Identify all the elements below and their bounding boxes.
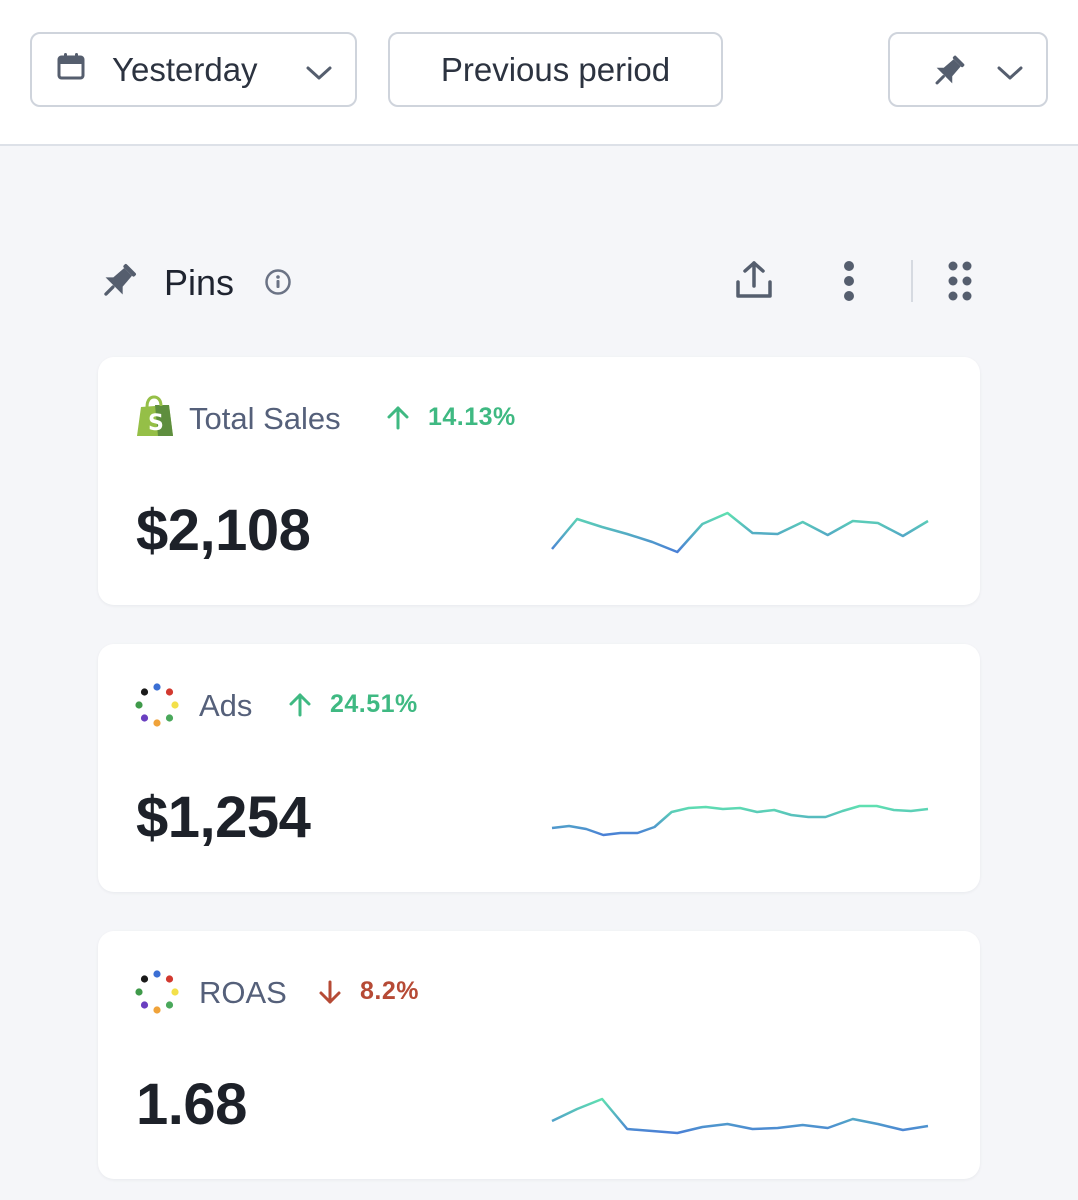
shopify-icon: S xyxy=(134,395,176,444)
arrow-down-icon xyxy=(319,980,341,1003)
ads-dots-icon xyxy=(134,682,180,733)
compare-period-label: Previous period xyxy=(440,50,671,88)
pin-icon xyxy=(928,52,968,100)
arrow-up-icon xyxy=(289,693,311,716)
metric-value: $1,254 xyxy=(136,785,311,850)
sparkline-series xyxy=(551,511,929,554)
delta-value: 14.13% xyxy=(428,403,516,431)
delta-value: 8.2% xyxy=(360,977,419,1005)
pin-menu-dropdown[interactable] xyxy=(888,32,1048,107)
chevron-down-icon xyxy=(996,57,1024,95)
sparkline-chart xyxy=(551,511,929,554)
metric-name: Total Sales xyxy=(189,401,341,436)
sparkline-series xyxy=(551,1097,929,1135)
metric-delta: 14.13% xyxy=(386,403,516,432)
info-icon[interactable] xyxy=(264,268,292,301)
metric-value: $2,108 xyxy=(136,498,311,563)
date-range-label: Yesterday xyxy=(112,50,258,88)
metric-value: 1.68 xyxy=(136,1072,247,1137)
svg-text:S: S xyxy=(148,411,164,436)
ads-dots-icon xyxy=(134,969,180,1020)
header-divider xyxy=(911,260,913,302)
drag-grid-icon[interactable] xyxy=(946,260,974,307)
metric-delta: 8.2% xyxy=(318,977,419,1006)
arrow-up-icon xyxy=(387,406,409,429)
sparkline-chart xyxy=(551,804,929,837)
pin-icon xyxy=(96,260,140,309)
compare-period-button[interactable]: Previous period xyxy=(388,32,723,107)
metric-card-roas[interactable]: ROAS 8.2% 1.68 xyxy=(98,931,980,1179)
share-export-icon[interactable] xyxy=(732,258,776,307)
chevron-down-icon xyxy=(305,57,333,95)
sparkline-series xyxy=(551,804,929,837)
more-options-icon[interactable] xyxy=(842,260,856,307)
metric-delta: 24.51% xyxy=(288,690,418,719)
metric-name: ROAS xyxy=(199,975,287,1010)
delta-value: 24.51% xyxy=(330,690,418,718)
pins-section-header: Pins xyxy=(96,252,980,312)
metric-name: Ads xyxy=(199,688,253,723)
section-title: Pins xyxy=(164,262,235,303)
date-range-dropdown[interactable]: Yesterday xyxy=(30,32,357,107)
sparkline-chart xyxy=(551,1097,929,1135)
metric-card-ads[interactable]: Ads 24.51% $1,254 xyxy=(98,644,980,892)
toolbar: Yesterday Previous period xyxy=(0,0,1078,146)
calendar-icon xyxy=(56,51,86,89)
metric-card-total-sales[interactable]: S Total Sales 14.13% $2,108 xyxy=(98,357,980,605)
